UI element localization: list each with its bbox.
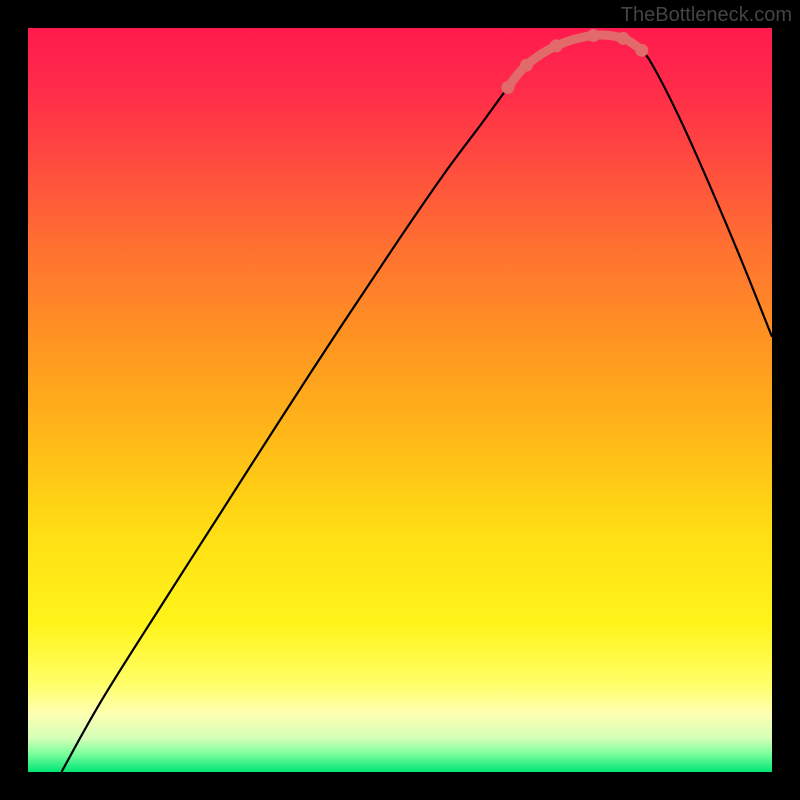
chart-curve-layer bbox=[28, 28, 772, 772]
sweet-spot-marker bbox=[635, 44, 648, 57]
sweet-spot-marker bbox=[587, 29, 600, 42]
sweet-spot-marker bbox=[520, 59, 533, 72]
sweet-spot-marker bbox=[501, 81, 514, 94]
chart-plot-area bbox=[28, 28, 772, 772]
sweet-spot-marker bbox=[550, 39, 563, 52]
watermark-text: TheBottleneck.com bbox=[621, 4, 792, 27]
sweet-spot-marker bbox=[617, 32, 630, 45]
bottleneck-curve bbox=[61, 35, 772, 772]
